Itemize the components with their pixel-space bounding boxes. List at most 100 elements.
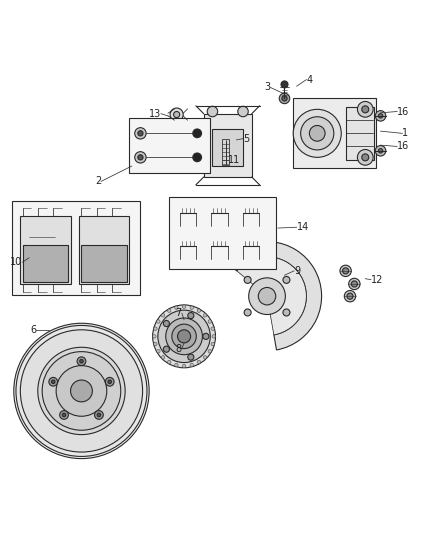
Circle shape xyxy=(62,413,66,417)
Bar xyxy=(81,245,127,282)
Circle shape xyxy=(95,410,103,419)
Bar xyxy=(22,245,68,282)
Circle shape xyxy=(190,364,194,367)
Circle shape xyxy=(203,356,207,359)
Circle shape xyxy=(188,354,194,360)
Text: 10: 10 xyxy=(10,257,22,267)
Circle shape xyxy=(71,380,92,402)
Circle shape xyxy=(193,153,201,161)
Circle shape xyxy=(175,306,178,310)
Circle shape xyxy=(351,281,357,287)
Circle shape xyxy=(193,129,201,138)
Circle shape xyxy=(190,306,194,310)
Text: 3: 3 xyxy=(265,83,271,93)
Circle shape xyxy=(347,293,353,299)
Text: 16: 16 xyxy=(397,141,410,151)
Circle shape xyxy=(161,313,165,317)
Circle shape xyxy=(56,366,107,416)
Circle shape xyxy=(177,330,191,343)
Circle shape xyxy=(300,117,334,150)
Circle shape xyxy=(60,410,68,419)
Circle shape xyxy=(188,312,194,319)
Text: 13: 13 xyxy=(148,109,161,119)
Bar xyxy=(222,140,230,165)
Circle shape xyxy=(161,356,165,359)
Circle shape xyxy=(166,318,202,354)
Circle shape xyxy=(208,350,212,353)
Circle shape xyxy=(77,357,86,366)
Bar xyxy=(169,197,276,269)
Circle shape xyxy=(343,268,349,274)
Bar xyxy=(130,118,210,173)
Circle shape xyxy=(357,101,373,117)
Circle shape xyxy=(138,131,143,136)
Circle shape xyxy=(175,364,178,367)
Circle shape xyxy=(52,380,55,384)
Circle shape xyxy=(167,360,171,364)
Text: 1: 1 xyxy=(403,128,409,139)
Circle shape xyxy=(249,278,286,314)
Wedge shape xyxy=(225,241,321,350)
Circle shape xyxy=(108,380,111,384)
Circle shape xyxy=(211,342,215,346)
Text: 9: 9 xyxy=(294,266,300,276)
Circle shape xyxy=(20,330,143,452)
Circle shape xyxy=(362,154,369,161)
Circle shape xyxy=(80,359,83,363)
Text: 16: 16 xyxy=(397,107,410,117)
Circle shape xyxy=(203,313,207,317)
Circle shape xyxy=(163,320,170,327)
Circle shape xyxy=(362,106,369,113)
Circle shape xyxy=(38,348,125,434)
Bar xyxy=(20,216,71,284)
Bar xyxy=(79,216,130,284)
Circle shape xyxy=(212,335,215,338)
Circle shape xyxy=(163,346,170,352)
Text: 11: 11 xyxy=(228,155,240,165)
Text: 6: 6 xyxy=(30,325,36,335)
Bar xyxy=(204,114,252,177)
Circle shape xyxy=(105,377,114,386)
Text: 14: 14 xyxy=(297,222,309,232)
Text: 12: 12 xyxy=(371,274,383,285)
Circle shape xyxy=(182,305,186,309)
Wedge shape xyxy=(237,257,306,335)
Circle shape xyxy=(244,309,251,316)
Circle shape xyxy=(258,287,276,305)
Text: 7: 7 xyxy=(176,308,182,318)
Circle shape xyxy=(357,149,373,165)
Circle shape xyxy=(238,106,248,117)
Circle shape xyxy=(173,111,180,118)
Bar xyxy=(12,201,141,295)
Circle shape xyxy=(375,146,386,156)
Circle shape xyxy=(281,81,288,88)
Circle shape xyxy=(207,106,218,117)
Text: 8: 8 xyxy=(176,344,182,353)
Circle shape xyxy=(244,277,251,284)
Circle shape xyxy=(14,323,149,458)
Circle shape xyxy=(158,310,210,362)
Circle shape xyxy=(203,333,209,340)
Circle shape xyxy=(279,93,290,103)
Text: 4: 4 xyxy=(306,75,312,85)
Circle shape xyxy=(182,364,186,368)
Circle shape xyxy=(135,152,146,163)
Circle shape xyxy=(283,309,290,316)
Circle shape xyxy=(208,320,212,323)
Circle shape xyxy=(167,309,171,312)
Circle shape xyxy=(309,125,325,141)
Circle shape xyxy=(49,377,58,386)
Circle shape xyxy=(152,335,156,338)
Circle shape xyxy=(154,327,157,330)
Circle shape xyxy=(42,352,121,430)
Circle shape xyxy=(157,320,160,323)
Circle shape xyxy=(282,96,287,101)
Circle shape xyxy=(344,290,356,302)
Circle shape xyxy=(283,277,290,284)
Circle shape xyxy=(340,265,351,277)
Circle shape xyxy=(378,149,383,153)
Circle shape xyxy=(197,360,201,364)
Circle shape xyxy=(293,109,341,157)
Circle shape xyxy=(172,324,196,349)
Text: 5: 5 xyxy=(244,134,250,143)
